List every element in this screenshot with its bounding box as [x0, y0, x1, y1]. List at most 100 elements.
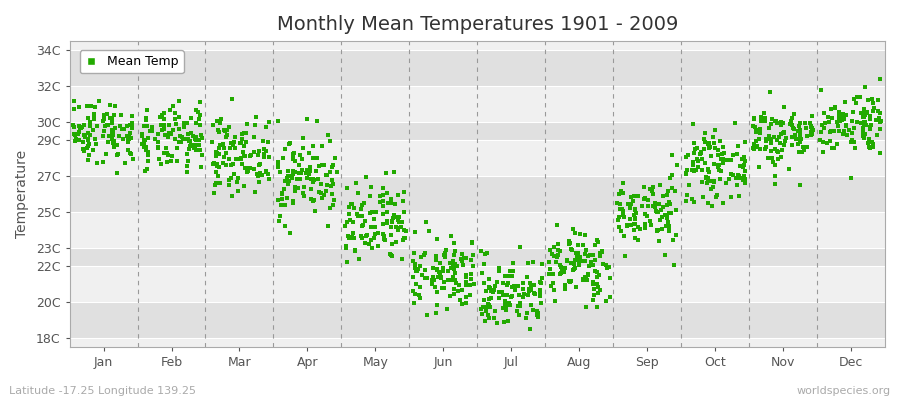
Point [711, 152, 725, 158]
Point [706, 179, 721, 186]
Point [151, 144, 166, 150]
Point [631, 193, 645, 199]
Point [71, 123, 86, 129]
Point [347, 205, 362, 212]
Point [183, 138, 197, 144]
Point [157, 125, 171, 132]
Point [665, 237, 680, 243]
Point [482, 284, 496, 291]
Point [481, 312, 495, 318]
Point [222, 124, 237, 131]
Point [273, 213, 287, 219]
Point [480, 250, 494, 256]
Point [192, 142, 206, 148]
Point [262, 176, 276, 182]
Point [303, 196, 318, 202]
Point [526, 307, 540, 314]
Bar [69, 50, 885, 86]
Point [438, 253, 453, 260]
Point [444, 265, 458, 272]
Point [356, 200, 371, 206]
Point [710, 162, 724, 168]
Point [792, 149, 806, 156]
Point [790, 128, 805, 134]
Point [96, 117, 111, 124]
Point [618, 252, 633, 259]
Point [803, 120, 817, 126]
Point [446, 258, 460, 265]
Point [367, 224, 382, 230]
Point [832, 109, 846, 115]
Point [624, 201, 638, 208]
Point [590, 237, 604, 243]
Point [595, 248, 609, 254]
Point [752, 136, 766, 142]
Point [836, 130, 850, 137]
Point [726, 152, 741, 158]
Point [427, 277, 441, 283]
Point [860, 109, 874, 115]
Point [501, 300, 516, 306]
Point [593, 287, 608, 293]
Point [776, 120, 790, 126]
Point [866, 144, 880, 151]
Point [649, 208, 663, 214]
Point [306, 198, 320, 205]
Point [239, 139, 254, 145]
Point [824, 145, 839, 152]
Point [96, 116, 111, 122]
Point [602, 274, 616, 281]
Point [189, 120, 203, 126]
Point [68, 124, 82, 130]
Point [180, 120, 194, 126]
Point [210, 152, 224, 159]
Point [793, 138, 807, 145]
Point [572, 258, 586, 264]
Point [106, 140, 121, 146]
Point [642, 203, 656, 209]
Point [357, 240, 372, 246]
Point [650, 208, 664, 215]
Point [339, 184, 354, 191]
Point [735, 156, 750, 163]
Point [474, 306, 489, 312]
Point [705, 177, 719, 184]
Point [371, 242, 385, 249]
Point [791, 141, 806, 147]
Point [238, 165, 252, 171]
Point [233, 140, 248, 146]
Point [104, 127, 119, 133]
Point [413, 294, 428, 301]
Point [432, 268, 446, 275]
Point [137, 140, 151, 146]
Point [324, 182, 338, 189]
Point [213, 180, 228, 186]
Point [123, 149, 138, 156]
Point [637, 196, 652, 202]
Point [570, 254, 584, 260]
Point [140, 123, 155, 129]
Point [837, 128, 851, 135]
Point [110, 152, 124, 158]
Point [568, 230, 582, 237]
Point [380, 208, 394, 215]
Point [121, 133, 135, 139]
Point [854, 110, 868, 116]
Point [764, 154, 778, 161]
Point [106, 112, 121, 118]
Point [792, 123, 806, 129]
Point [256, 150, 271, 157]
Point [221, 182, 236, 188]
Point [844, 175, 859, 182]
Point [388, 214, 402, 220]
Point [326, 201, 340, 208]
Point [237, 153, 251, 160]
Point [542, 271, 556, 277]
Point [81, 137, 95, 143]
Point [145, 128, 159, 134]
Point [651, 208, 665, 215]
Point [845, 118, 859, 125]
Point [614, 188, 628, 194]
Point [206, 161, 220, 167]
Point [271, 160, 285, 166]
